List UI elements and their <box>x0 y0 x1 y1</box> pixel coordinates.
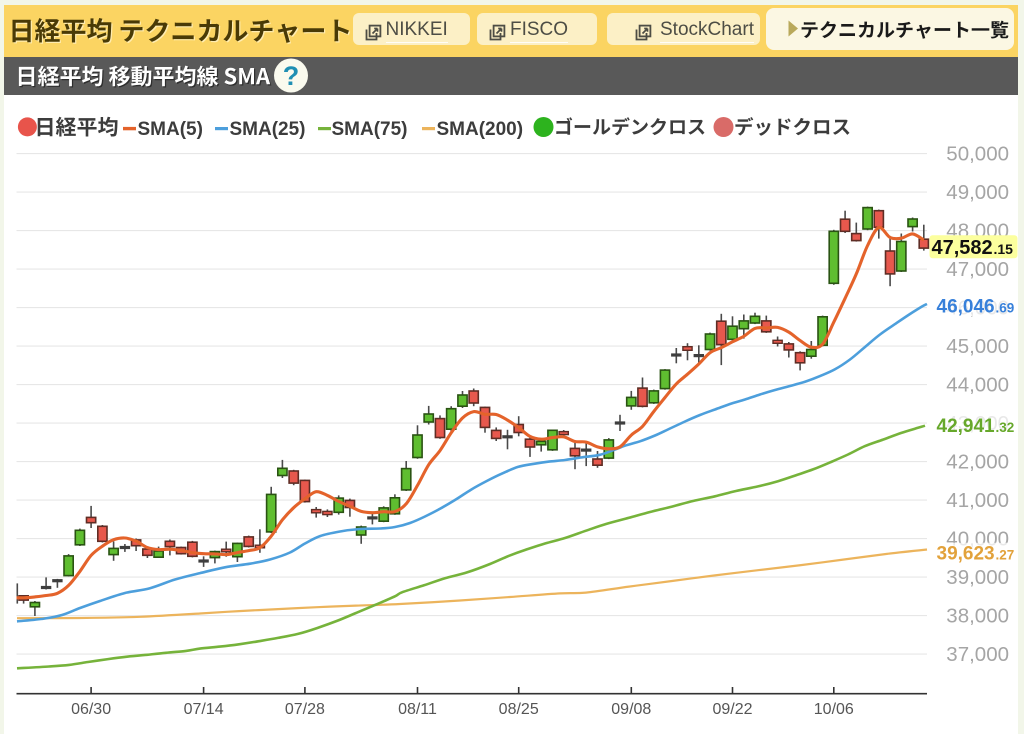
svg-text:08/11: 08/11 <box>398 701 437 718</box>
svg-text:45,000: 45,000 <box>946 335 1009 358</box>
svg-text:06/30: 06/30 <box>71 701 111 718</box>
svg-text:49,000: 49,000 <box>946 181 1009 204</box>
svg-text:47,000: 47,000 <box>946 258 1009 281</box>
svg-text:39,623: 39,623 <box>937 544 995 565</box>
svg-text:39,000: 39,000 <box>946 566 1009 589</box>
svg-text:07/14: 07/14 <box>184 701 224 718</box>
svg-text:09/08: 09/08 <box>611 701 651 718</box>
svg-text:50,000: 50,000 <box>946 143 1009 166</box>
svg-text:10/06: 10/06 <box>814 701 854 718</box>
svg-text:09/22: 09/22 <box>712 701 752 718</box>
svg-text:SMA(200): SMA(200) <box>437 119 524 140</box>
svg-text:SMA(25): SMA(25) <box>230 119 306 140</box>
svg-text:.15: .15 <box>994 241 1014 257</box>
svg-text:SMA(75): SMA(75) <box>332 119 408 140</box>
svg-text:47,582: 47,582 <box>932 237 993 259</box>
svg-text:07/28: 07/28 <box>285 701 325 718</box>
svg-text:SMA(5): SMA(5) <box>138 119 203 140</box>
svg-text:42,941: 42,941 <box>937 416 996 437</box>
svg-text:?: ? <box>283 61 300 91</box>
svg-text:42,000: 42,000 <box>946 451 1009 474</box>
svg-text:37,000: 37,000 <box>946 643 1009 666</box>
svg-text:46,046: 46,046 <box>937 297 995 318</box>
svg-text:44,000: 44,000 <box>946 374 1009 397</box>
svg-text:41,000: 41,000 <box>946 489 1009 512</box>
svg-text:.27: .27 <box>996 548 1015 563</box>
svg-text:.69: .69 <box>996 301 1015 316</box>
svg-text:38,000: 38,000 <box>946 605 1009 628</box>
svg-text:08/25: 08/25 <box>499 701 539 718</box>
svg-text:.32: .32 <box>996 420 1015 435</box>
